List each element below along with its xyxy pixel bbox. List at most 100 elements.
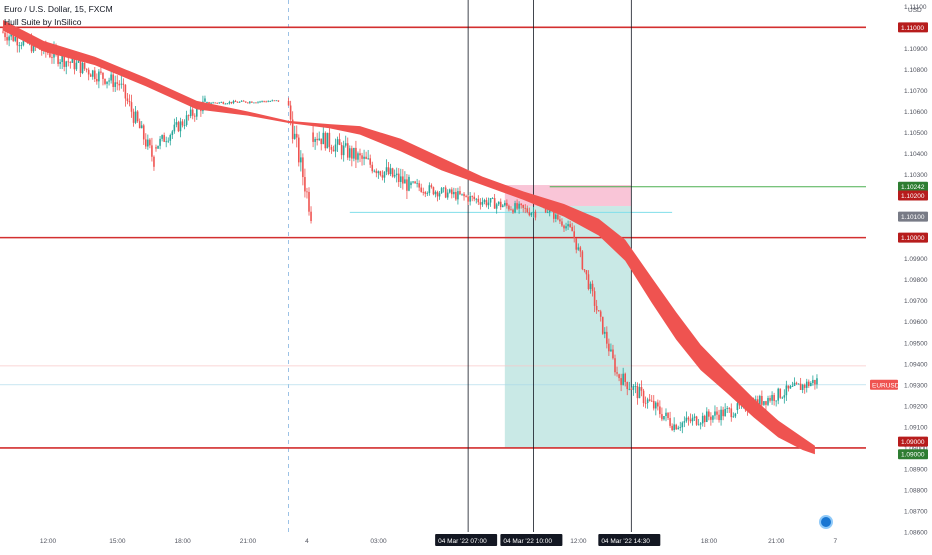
candle-body bbox=[791, 386, 794, 387]
candle-body bbox=[98, 71, 100, 82]
candle-body bbox=[720, 409, 722, 421]
candle-body bbox=[808, 381, 810, 386]
candle-body bbox=[579, 247, 582, 252]
candle-body bbox=[799, 383, 802, 390]
candle-body bbox=[718, 414, 720, 421]
candle-body bbox=[587, 274, 590, 290]
candle-body bbox=[261, 100, 263, 102]
candle-body bbox=[803, 384, 806, 388]
candle-body bbox=[422, 191, 425, 193]
candle-body bbox=[783, 395, 786, 398]
candle-body bbox=[306, 191, 308, 193]
candle-body bbox=[224, 103, 227, 105]
candle-body bbox=[230, 101, 233, 104]
candle-body bbox=[310, 211, 312, 221]
candle-body bbox=[663, 416, 665, 420]
candle-body bbox=[149, 139, 151, 146]
candle-body bbox=[779, 388, 782, 398]
candle-body bbox=[247, 102, 249, 104]
candle-body bbox=[510, 209, 512, 211]
candle-body bbox=[340, 145, 343, 156]
candle-body bbox=[626, 382, 629, 390]
candle-body bbox=[563, 225, 565, 229]
candle-body bbox=[469, 196, 471, 202]
candle-body bbox=[485, 200, 488, 206]
candle-body bbox=[777, 388, 779, 401]
candle-body bbox=[114, 82, 116, 87]
candle-body bbox=[171, 131, 174, 136]
candle-body bbox=[89, 74, 92, 77]
candle-body bbox=[400, 176, 402, 183]
candle-body bbox=[385, 167, 388, 172]
candle-body bbox=[169, 135, 172, 141]
candle-body bbox=[657, 402, 659, 407]
y-tick-label: 1.10700 bbox=[904, 88, 928, 95]
candle-body bbox=[320, 138, 323, 145]
candle-body bbox=[187, 115, 190, 117]
candle-body bbox=[234, 100, 237, 102]
candle-body bbox=[369, 158, 371, 165]
candle-body bbox=[110, 74, 112, 81]
candle-body bbox=[73, 57, 76, 70]
candle-body bbox=[77, 61, 80, 63]
candle-body bbox=[424, 191, 427, 194]
time-tag bbox=[598, 534, 661, 546]
candle-body bbox=[359, 153, 361, 156]
price-tag-label: 1.09000 bbox=[901, 452, 925, 459]
candle-body bbox=[599, 311, 602, 317]
candle-body bbox=[196, 107, 198, 117]
candle-body bbox=[142, 125, 145, 140]
candle-body bbox=[357, 153, 359, 160]
candle-body bbox=[430, 185, 433, 188]
candle-body bbox=[655, 402, 657, 409]
candle-body bbox=[57, 52, 59, 64]
candle-body bbox=[298, 137, 300, 163]
candle-body bbox=[463, 193, 465, 197]
candle-body bbox=[322, 132, 325, 145]
candle-body bbox=[532, 211, 535, 214]
candle-body bbox=[316, 138, 318, 141]
y-tick-label: 1.09800 bbox=[904, 277, 928, 284]
candle-body bbox=[314, 138, 316, 142]
candle-body bbox=[640, 387, 643, 391]
price-tag bbox=[898, 232, 928, 243]
candle-body bbox=[120, 83, 123, 85]
candle-body bbox=[330, 146, 333, 150]
candle-body bbox=[467, 196, 469, 202]
candle-body bbox=[440, 188, 443, 194]
candle-body bbox=[646, 399, 649, 404]
candle-body bbox=[51, 57, 53, 58]
candle-body bbox=[85, 68, 88, 70]
candle-body bbox=[716, 411, 718, 415]
candle-body bbox=[769, 398, 771, 401]
candle-body bbox=[59, 62, 61, 64]
candle-body bbox=[122, 83, 125, 85]
candle-body bbox=[673, 424, 675, 431]
candle-body bbox=[102, 72, 104, 79]
candle-body bbox=[67, 61, 70, 63]
candle-body bbox=[548, 210, 551, 213]
eurusd-tag-label: EURUSD bbox=[872, 382, 900, 389]
candle-body bbox=[642, 390, 645, 403]
candle-body bbox=[528, 212, 531, 216]
price-tag-label: 1.11000 bbox=[901, 25, 924, 32]
candle-body bbox=[255, 102, 257, 104]
candle-body bbox=[206, 101, 208, 104]
candle-body bbox=[455, 191, 457, 200]
candle-body bbox=[226, 103, 229, 105]
candle-body bbox=[30, 40, 33, 52]
y-tick-label: 1.09300 bbox=[904, 382, 928, 389]
candle-body bbox=[128, 100, 131, 103]
candle-body bbox=[765, 401, 767, 405]
candle-body bbox=[506, 202, 508, 206]
candle-body bbox=[608, 343, 610, 352]
candle-body bbox=[781, 397, 784, 399]
x-tick-label: 21:00 bbox=[768, 538, 785, 545]
candle-body bbox=[244, 101, 247, 103]
candle-body bbox=[810, 382, 812, 386]
candle-body bbox=[432, 187, 435, 195]
candle-body bbox=[681, 422, 684, 428]
candle-body bbox=[81, 62, 84, 74]
candle-body bbox=[583, 269, 586, 271]
